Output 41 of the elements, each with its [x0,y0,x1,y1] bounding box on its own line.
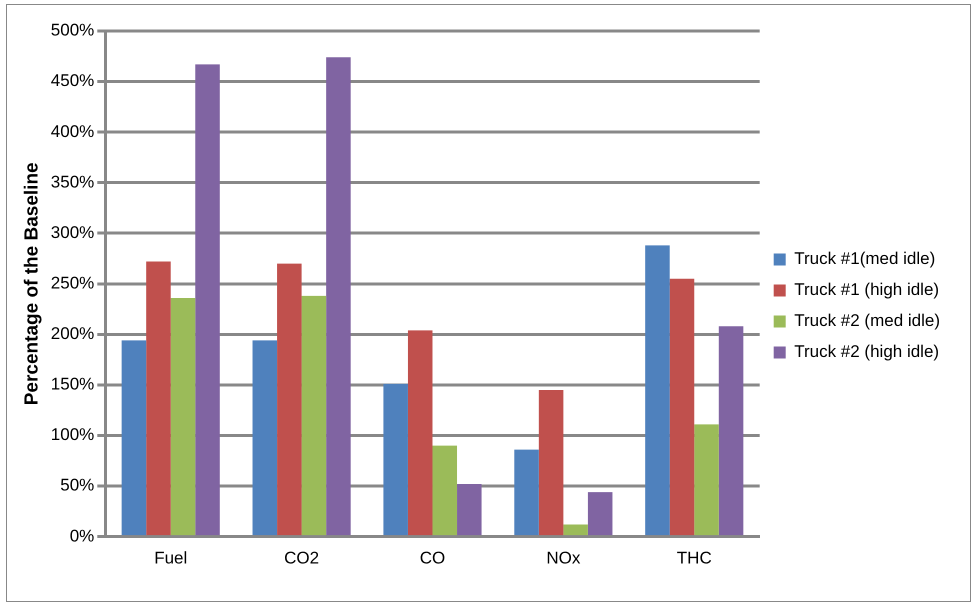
bar [514,450,539,536]
y-tick-label: 450% [50,71,94,90]
legend-label: Truck #1(med idle) [794,249,936,268]
x-tick-label: Fuel [154,548,188,568]
bar [326,57,351,536]
y-tick-label: 400% [50,122,94,141]
y-tick-label: 150% [50,374,94,394]
y-tick-label: 250% [50,273,94,292]
bar [538,390,564,536]
y-tick-label: 100% [50,425,94,444]
bar [195,64,220,536]
y-tick-label: 50% [60,476,94,495]
bar [252,340,278,536]
bar [670,278,694,536]
x-tick-label: CO [420,548,446,568]
y-axis-title: Percentage of the Baseline [22,162,43,406]
y-tick-label: 350% [50,172,94,192]
bar [694,424,719,536]
x-tick-label: CO2 [284,548,320,568]
bar [457,484,482,536]
legend-label: Truck #2 (med idle) [794,311,940,330]
y-tick-label: 300% [50,222,94,242]
bar [432,446,458,536]
x-tick-label: THC [676,548,712,568]
bar [302,296,326,536]
bar [383,384,408,536]
bar [170,298,196,536]
bar [146,262,171,536]
y-tick-label: 0% [70,526,94,546]
bar [408,330,432,536]
x-tick-label: NOx [546,548,581,568]
bar [277,264,302,536]
bar [718,326,744,536]
bar [645,245,670,536]
bar [563,524,588,536]
y-tick-label: 500% [50,20,94,40]
bar [588,492,612,536]
bar [122,340,146,536]
legend-label: Truck #2 (high idle) [794,342,940,362]
legend-label: Truck #1 (high idle) [794,280,940,300]
y-tick-label: 200% [50,324,94,344]
